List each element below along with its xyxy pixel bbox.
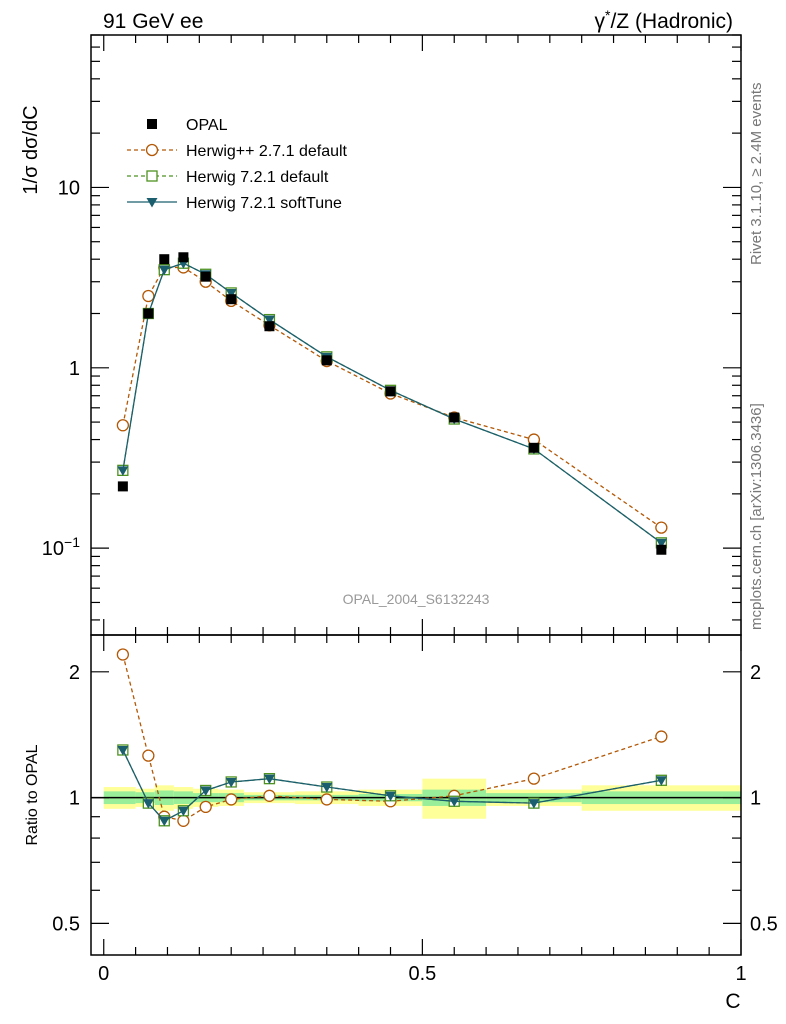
legend-label: OPAL — [186, 117, 228, 134]
legend-item-opal: OPAL — [147, 117, 228, 134]
mcplots-label: mcplots.cern.ch [arXiv:1306.3436] — [748, 403, 765, 630]
main-point-opal — [143, 308, 154, 319]
right-title-sup: * — [605, 7, 611, 23]
main-series-herwig-2-7-1-default — [116, 261, 668, 534]
legend-item-herwig-2-7-1-default: Herwig++ 2.7.1 default — [127, 143, 348, 160]
ratio-point-herwig-2-7-1-default — [263, 789, 276, 802]
ratio-point-herwig-2-7-1-default — [142, 749, 155, 762]
main-point-opal — [449, 412, 460, 423]
main-point-opal — [321, 355, 332, 366]
ratio-point-herwig-2-7-1-default — [199, 800, 212, 814]
main-point-herwig-2-7-1-default — [116, 419, 130, 432]
x-tick-label: 1 — [735, 963, 746, 985]
main-axis-ticks — [91, 34, 742, 635]
right-title-prefix: γ — [595, 10, 606, 33]
x-axis-label: C — [725, 990, 740, 1013]
main-y-tick-label: 1 — [69, 358, 80, 380]
main-series-herwig-7-2-1-softtune — [117, 259, 667, 549]
legend-marker — [147, 119, 157, 129]
ratio-series-group — [116, 648, 668, 827]
ratio-point-herwig-7-2-1-softtune — [385, 791, 397, 802]
ratio-point-herwig-7-2-1-softtune — [158, 816, 170, 827]
ratio-point-herwig-7-2-1-softtune — [142, 799, 154, 809]
main-point-herwig-7-2-1-softtune — [225, 288, 237, 299]
legend-item-herwig-7-2-1-default: Herwig 7.2.1 default — [127, 169, 329, 186]
main-line-herwig-7-2-1-default — [122, 262, 662, 544]
main-series-group — [116, 252, 668, 555]
main-point-opal — [117, 481, 128, 492]
x-tick-label: 0 — [98, 963, 109, 985]
ratio-y-tick-label-left: 1 — [69, 788, 80, 810]
ratio-point-herwig-7-2-1-softtune — [321, 783, 333, 793]
main-line-herwig-7-2-1-softtune — [122, 262, 662, 544]
main-point-opal — [159, 254, 170, 265]
main-series-opal — [117, 252, 667, 555]
x-tick-label: 0.5 — [408, 963, 436, 985]
ratio-y-tick-labels: 2 2 1 1 0.5 0.5 — [52, 662, 778, 936]
main-y-tick-label: 10−1 — [42, 534, 80, 560]
ratio-point-herwig-2-7-1-default — [527, 772, 541, 785]
ratio-point-herwig-7-2-1-softtune — [200, 786, 212, 796]
ratio-point-herwig-2-7-1-default — [225, 793, 238, 806]
ratio-y-tick-label-right: 0.5 — [750, 913, 778, 935]
main-point-opal — [226, 294, 237, 305]
legend-marker — [145, 143, 159, 157]
main-point-opal — [385, 386, 396, 397]
legend-marker — [146, 198, 158, 208]
ratio-plot-panel: 2 21 10.5 0.5 0 0.5 1 Ratio to OPAL C — [24, 634, 778, 1013]
main-plot-panel: 10 1 10−1 1/σ dσ/dC OPAL_2004_S6132243 OPA… — [20, 34, 742, 636]
ratio-y-tick-label-right: 2 — [750, 662, 761, 684]
ratio-y-axis-label: Ratio to OPAL — [24, 744, 41, 845]
main-point-herwig-7-2-1-softtune — [655, 538, 667, 549]
main-point-opal — [528, 442, 539, 453]
legend-label: Herwig 7.2.1 default — [186, 169, 329, 186]
ratio-point-herwig-7-2-1-softtune — [117, 745, 129, 756]
main-y-tick-labels: 10 1 10−1 — [42, 177, 80, 560]
main-point-herwig-7-2-1-softtune — [263, 315, 275, 326]
ratio-axis-ticks — [91, 635, 742, 955]
ratio-y-tick-label-right: 1 — [750, 788, 761, 810]
legend: OPAL Herwig++ 2.7.1 default Herwig 7.2.1 d… — [127, 117, 348, 212]
main-point-opal — [264, 321, 275, 332]
ratio-point-herwig-2-7-1-default — [655, 730, 668, 743]
legend-item-herwig-7-2-1-softtune: Herwig 7.2.1 softTune — [127, 195, 342, 212]
main-point-herwig-2-7-1-default — [142, 289, 155, 303]
ratio-point-herwig-2-7-1-default — [177, 814, 190, 827]
main-series-herwig-7-2-1-default — [117, 257, 667, 549]
main-y-axis-label: 1/σ dσ/dC — [20, 105, 42, 194]
main-point-opal — [178, 252, 189, 263]
ratio-point-herwig-7-2-1-softtune — [655, 776, 667, 786]
main-point-herwig-7-2-1-softtune — [158, 265, 170, 276]
ratio-y-tick-label-left: 2 — [69, 662, 80, 684]
rivet-label: Rivet 3.1.10, ≥ 2.4M events — [748, 83, 765, 266]
legend-label: Herwig 7.2.1 softTune — [186, 195, 342, 212]
x-tick-labels: 0 0.5 1 — [98, 963, 746, 985]
analysis-watermark: OPAL_2004_S6132243 — [343, 591, 490, 607]
ratio-point-herwig-7-2-1-softtune — [225, 777, 237, 788]
right-title-suffix: /Z (Hadronic) — [610, 10, 733, 33]
ratio-line-herwig-2-7-1-default — [122, 654, 662, 822]
ratio-point-herwig-7-2-1-softtune — [177, 806, 189, 817]
ratio-y-tick-label-left: 0.5 — [52, 913, 80, 935]
ratio-point-herwig-2-7-1-default — [320, 793, 333, 806]
main-point-opal — [200, 271, 211, 282]
ratio-point-herwig-7-2-1-softtune — [448, 797, 460, 807]
legend-marker — [146, 170, 158, 182]
ratio-point-herwig-2-7-1-default — [116, 648, 130, 661]
right-title: γ*/Z (Hadronic) — [595, 7, 733, 33]
main-y-tick-label: 10 — [58, 177, 80, 199]
left-title: 91 GeV ee — [103, 10, 203, 33]
main-point-herwig-2-7-1-default — [655, 521, 668, 534]
ratio-series-herwig-7-2-1-softtune — [117, 745, 667, 827]
main-point-opal — [656, 544, 667, 555]
main-point-herwig-7-2-1-softtune — [117, 466, 129, 476]
ratio-point-herwig-7-2-1-softtune — [263, 774, 275, 785]
legend-label: Herwig++ 2.7.1 default — [186, 143, 348, 160]
ratio-point-herwig-7-2-1-softtune — [528, 799, 540, 809]
ratio-plot-frame — [90, 634, 742, 956]
